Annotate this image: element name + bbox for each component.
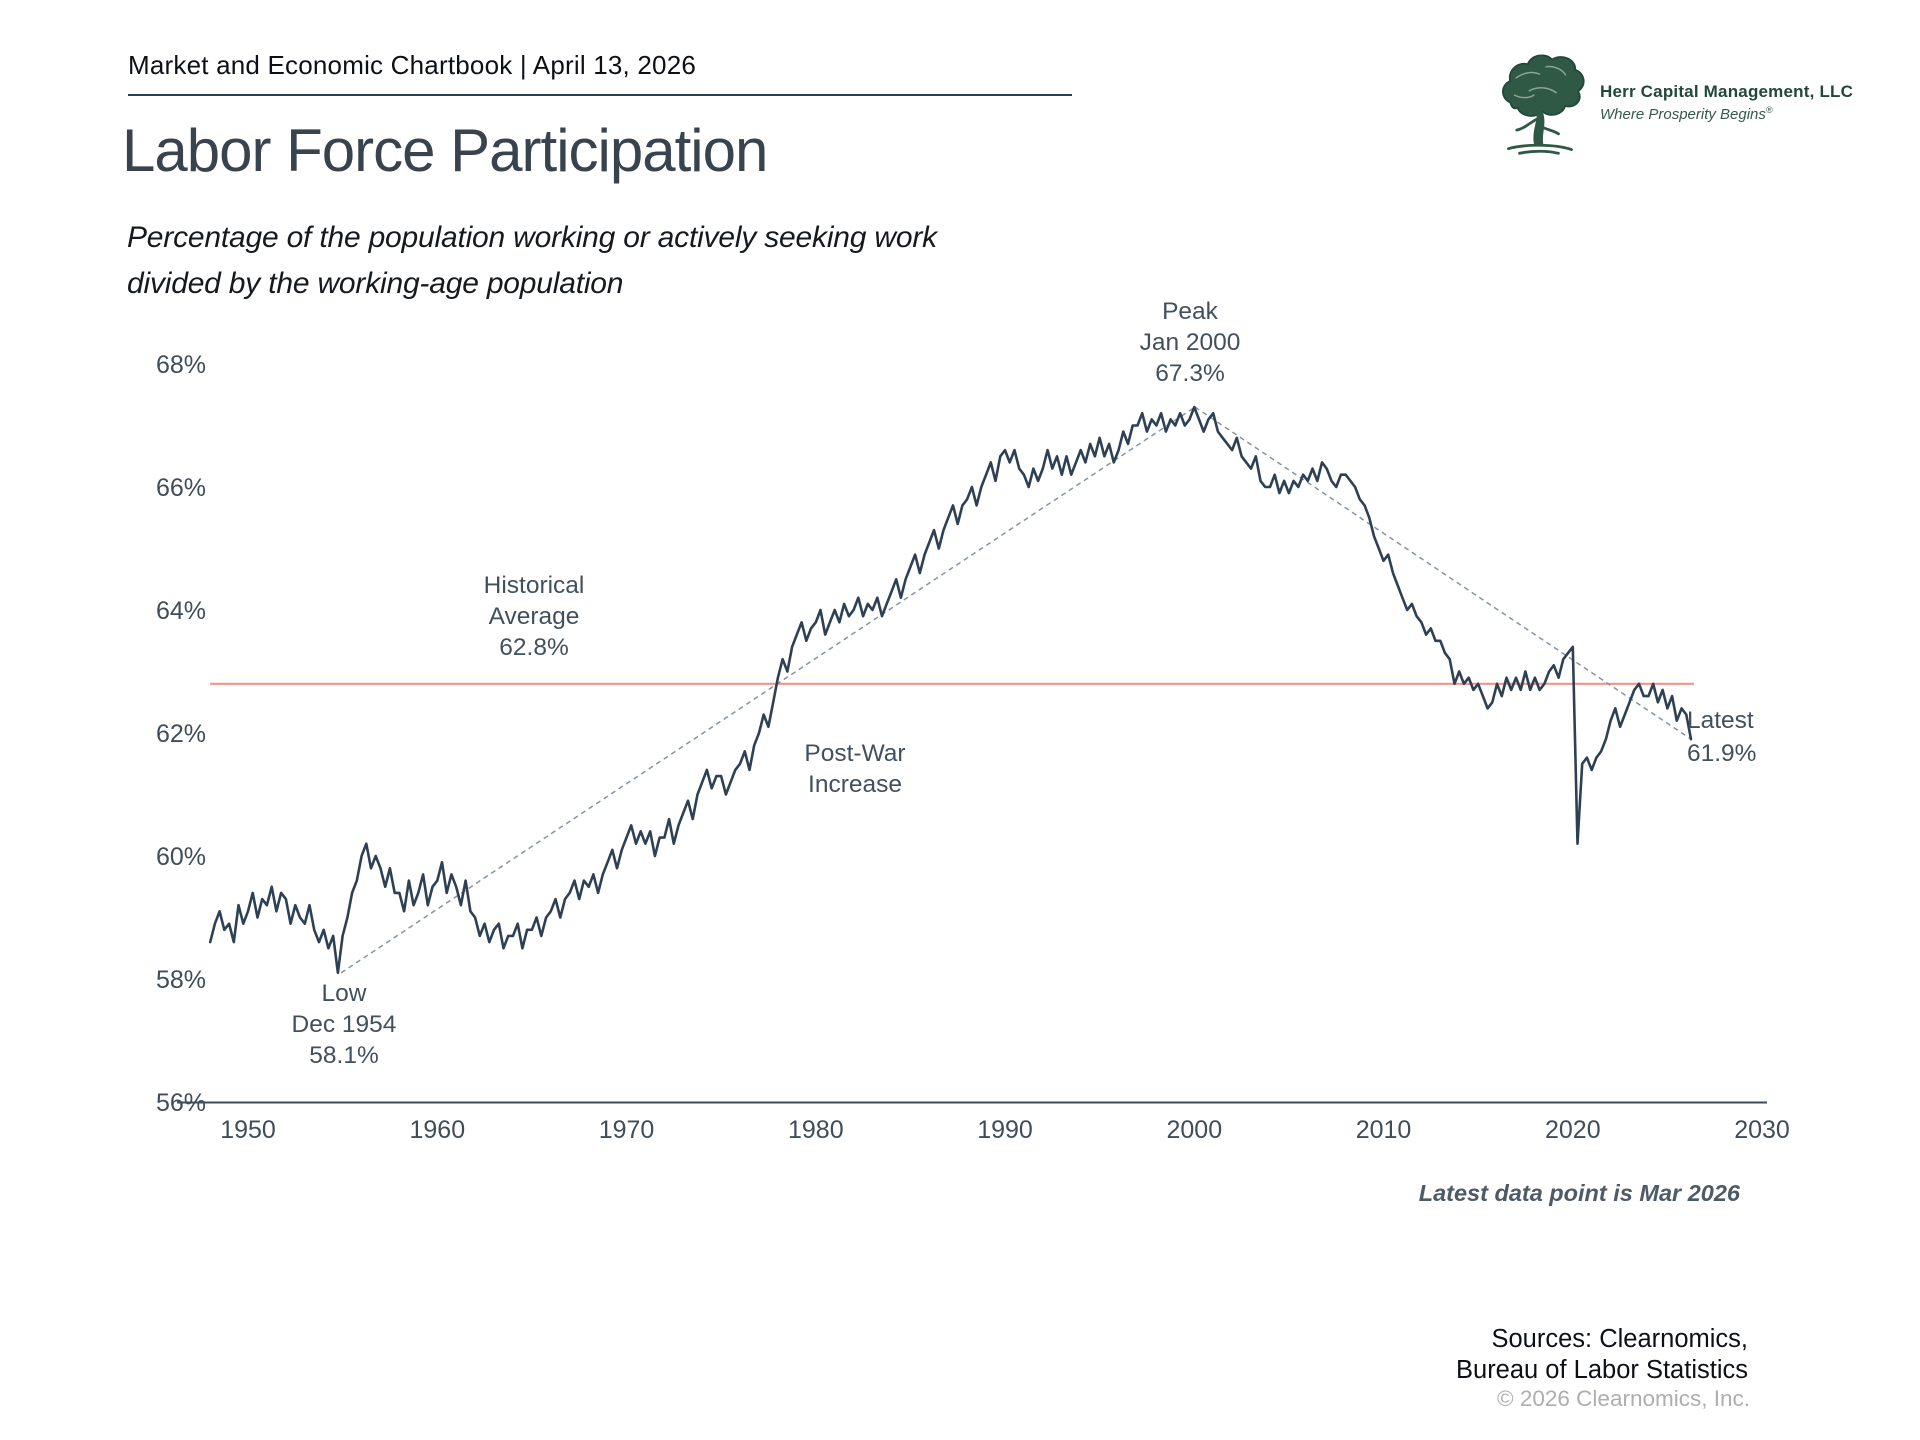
annotation-latest: Latest 61.9%: [1687, 707, 1757, 767]
sources-line-2: Bureau of Labor Statistics: [1456, 1356, 1748, 1384]
y-tick-label: 68%: [156, 351, 206, 379]
company-logo: Herr Capital Management, LLC Where Prosp…: [1488, 50, 1853, 162]
x-tick-label: 1990: [977, 1116, 1033, 1144]
x-tick-label: 1960: [409, 1116, 465, 1144]
subtitle-line-2: divided by the working-age population: [127, 267, 624, 300]
x-tick-label: 1950: [220, 1116, 276, 1144]
x-tick-label: 2020: [1545, 1116, 1601, 1144]
participation-rate-line: [208, 405, 1693, 975]
chartbook-header: Market and Economic Chartbook | April 13…: [128, 50, 697, 80]
company-tagline: Where Prosperity Begins®: [1600, 105, 1773, 123]
latest-data-note: Latest data point is Mar 2026: [1418, 1180, 1740, 1206]
y-tick-label: 62%: [156, 720, 206, 748]
x-tick-label: 1980: [788, 1116, 844, 1144]
subtitle-line-1: Percentage of the population working or …: [127, 221, 937, 254]
y-tick-label: 60%: [156, 843, 206, 871]
tree-logo-icon: [1502, 54, 1585, 155]
header-divider: [128, 94, 1072, 96]
annotation-post-war-increase: Post-War Increase: [804, 740, 906, 798]
x-tick-label: 1970: [599, 1116, 655, 1144]
sources-line-1: Sources: Clearnomics,: [1491, 1325, 1748, 1353]
sources-text: Sources: Clearnomics, Bureau of Labor St…: [1456, 1324, 1748, 1386]
trend-dashed-line-0: [340, 406, 1196, 974]
y-tick-label: 64%: [156, 597, 206, 625]
annotation-low: Low Dec 1954 58.1%: [291, 980, 397, 1069]
page-title: Labor Force Participation: [122, 117, 768, 184]
y-tick-label: 66%: [156, 474, 206, 502]
copyright-text: © 2026 Clearnomics, Inc.: [1497, 1386, 1750, 1411]
annotation-peak: Peak Jan 2000 67.3%: [1139, 298, 1241, 387]
annotation-historical-average: Historical Average 62.8%: [483, 572, 585, 661]
y-tick-label: 58%: [156, 966, 206, 994]
x-tick-label: 2000: [1166, 1116, 1222, 1144]
x-tick-label: 2030: [1734, 1116, 1790, 1144]
y-tick-label: 56%: [156, 1089, 206, 1117]
trend-dashed-line-1: [1194, 406, 1692, 740]
x-tick-label: 2010: [1356, 1116, 1412, 1144]
registered-mark: ®: [1765, 105, 1773, 115]
company-logo-text: Herr Capital Management, LLC Where Prosp…: [1600, 82, 1853, 162]
company-name: Herr Capital Management, LLC: [1600, 82, 1854, 101]
page-subtitle: Percentage of the population working or …: [127, 215, 937, 307]
